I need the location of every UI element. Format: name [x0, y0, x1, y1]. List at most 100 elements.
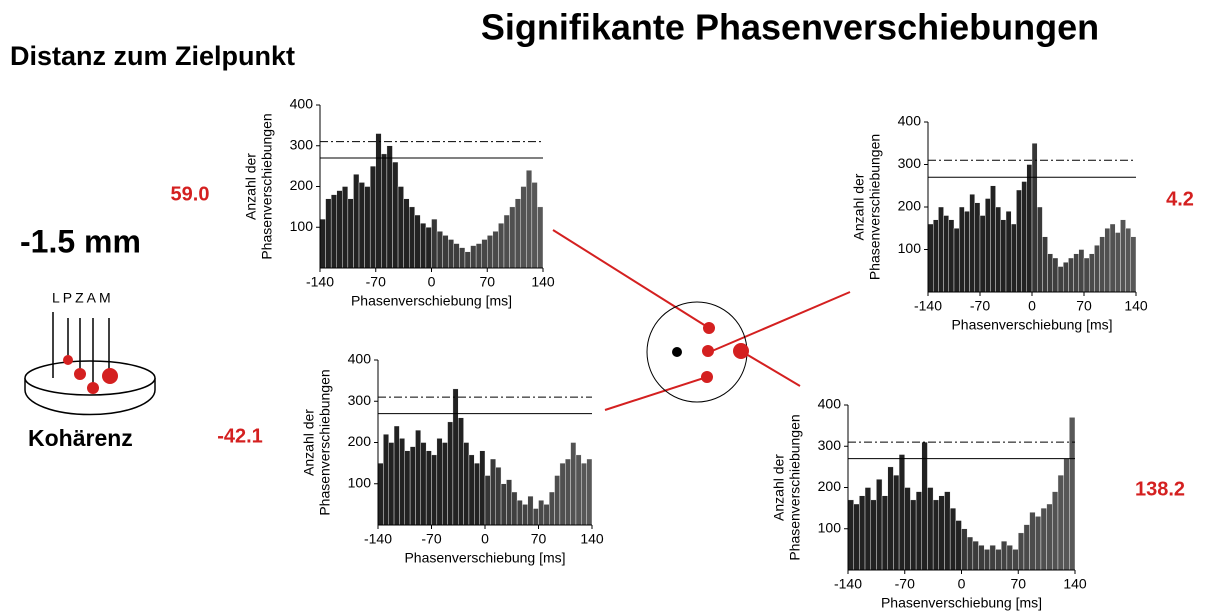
y-tick-label: 200 — [818, 478, 842, 494]
x-tick-label: 70 — [1076, 298, 1092, 314]
bar — [943, 215, 949, 293]
bar — [921, 441, 928, 571]
bar — [864, 487, 871, 571]
bar — [876, 479, 883, 571]
bar — [881, 495, 888, 571]
x-tick-label: 70 — [531, 531, 547, 547]
y-tick-label: 300 — [818, 437, 842, 453]
bar — [1035, 516, 1042, 571]
y-tick-label: 100 — [898, 240, 922, 256]
bar — [330, 194, 337, 269]
bar — [495, 467, 502, 526]
bar — [397, 186, 404, 269]
bar — [1040, 507, 1047, 571]
bar — [474, 462, 480, 526]
bar — [470, 245, 477, 269]
bar — [490, 458, 496, 526]
bar — [1042, 236, 1048, 293]
bar — [847, 499, 854, 571]
bar — [955, 520, 962, 571]
bar — [953, 228, 960, 293]
x-tick-label: 140 — [1124, 298, 1148, 314]
bar — [436, 438, 443, 526]
bar — [1068, 257, 1074, 293]
bar — [995, 549, 1002, 571]
annotation: 4.2 — [1166, 188, 1194, 210]
bar — [509, 206, 516, 269]
x-tick-label: -70 — [366, 274, 386, 290]
bar — [468, 454, 475, 526]
x-tick-label: 70 — [1010, 576, 1026, 592]
bar — [984, 549, 991, 571]
y-tick-label: 300 — [290, 136, 314, 152]
x-tick-label: -140 — [306, 274, 334, 290]
bar — [995, 206, 1001, 293]
bar — [1078, 249, 1085, 293]
distance: -1.5 mm — [20, 223, 141, 259]
bar — [1073, 253, 1079, 293]
bar — [358, 182, 365, 269]
y-tick-label: 100 — [290, 218, 314, 234]
x-tick-label: -70 — [421, 531, 441, 547]
bar — [989, 545, 996, 571]
bar — [1001, 540, 1008, 571]
coherence-label: Kohärenz — [28, 425, 133, 451]
bar — [969, 194, 975, 293]
bar — [526, 169, 533, 269]
bar — [500, 483, 507, 526]
annotation: -42.1 — [217, 425, 263, 447]
bar — [442, 442, 448, 526]
bar — [409, 206, 415, 269]
bar — [948, 219, 955, 293]
bar — [420, 442, 427, 526]
x-tick-label: -140 — [364, 531, 392, 547]
bar — [392, 161, 399, 269]
bar — [1099, 236, 1105, 293]
bar — [481, 239, 488, 269]
x-tick-label: -140 — [914, 298, 942, 314]
bar — [342, 186, 349, 269]
bar — [1005, 211, 1012, 293]
bar — [1023, 524, 1030, 571]
bar — [431, 218, 438, 269]
bar — [436, 231, 443, 269]
bar — [383, 434, 389, 526]
bar — [581, 462, 587, 526]
bar — [532, 508, 539, 526]
bar — [487, 235, 494, 269]
y-tick-label: 200 — [290, 177, 314, 193]
bar — [1011, 223, 1017, 293]
bar — [1057, 474, 1064, 571]
bar — [575, 454, 582, 526]
y-axis-label: Anzahl der — [301, 409, 317, 476]
x-axis-label: Phasenverschiebung [ms] — [881, 595, 1042, 611]
bar — [1018, 532, 1025, 571]
y-axis-label: Anzahl der — [771, 454, 787, 521]
bar — [949, 507, 957, 571]
bar — [463, 442, 470, 526]
bar — [893, 474, 900, 571]
bar — [514, 198, 521, 269]
bar — [543, 504, 550, 526]
x-axis-label: Phasenverschiebung [ms] — [351, 293, 512, 309]
bar — [1104, 228, 1111, 293]
bar — [369, 165, 376, 269]
bar — [1063, 458, 1070, 571]
bar — [431, 454, 438, 526]
bar — [522, 504, 529, 526]
x-tick-label: 140 — [531, 274, 555, 290]
bar — [458, 417, 464, 526]
bar — [1036, 206, 1043, 293]
x-tick-label: -70 — [895, 576, 915, 592]
bar — [904, 487, 911, 571]
bar — [979, 215, 986, 293]
bar — [1000, 219, 1007, 293]
y-tick-label: 400 — [290, 96, 314, 112]
x-tick-label: -70 — [970, 298, 990, 314]
x-tick-label: 0 — [1028, 298, 1036, 314]
bar — [498, 222, 505, 269]
y-tick-label: 100 — [348, 474, 372, 490]
bar — [364, 186, 371, 269]
bar — [503, 214, 510, 269]
